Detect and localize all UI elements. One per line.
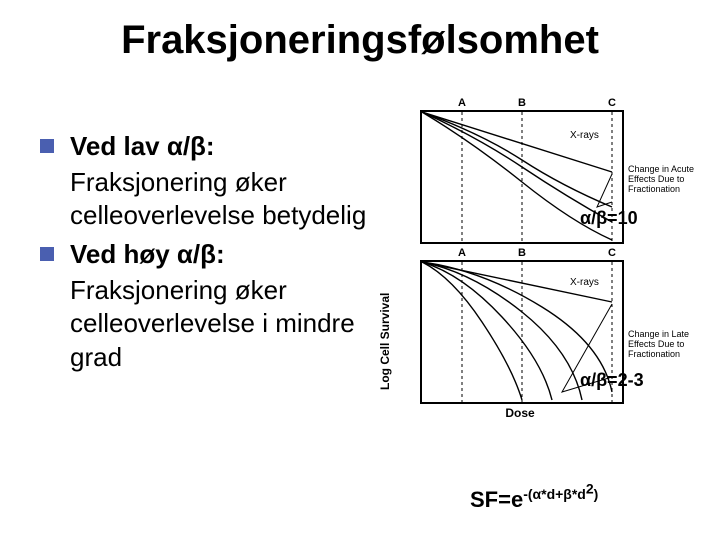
bullet-item: Ved høy α/β: — [40, 238, 380, 272]
x-axis-label: Dose — [505, 406, 534, 420]
xrays-label: X-rays — [570, 130, 599, 141]
bullet-lead: Ved lav α/β: — [70, 130, 215, 164]
side-annotation-bottom: Change in Late Effects Due to Fractionat… — [628, 330, 698, 360]
tick-b: B — [518, 97, 526, 109]
tick-c: C — [608, 247, 616, 259]
alpha-beta-annot-bottom: α/β=2-3 — [580, 370, 644, 391]
tick-a: A — [458, 97, 466, 109]
survival-chart: Log Cell Survival A B C X-rays Change in… — [400, 110, 700, 450]
tick-c: C — [608, 97, 616, 109]
xrays-label: X-rays — [570, 277, 599, 288]
side-annotation-top: Change in Acute Effects Due to Fractiona… — [628, 165, 698, 195]
formula-sup2: 2 — [586, 480, 594, 496]
bullet-lead: Ved høy α/β: — [70, 238, 225, 272]
tick-a: A — [458, 247, 466, 259]
bullet-body: Fraksjonering øker celleoverlevelse i mi… — [70, 274, 380, 374]
sf-formula: SF=e-(α*d+β*d2) — [470, 480, 598, 513]
alpha-beta-annot-top: α/β=10 — [580, 208, 638, 229]
slide-title: Fraksjoneringsfølsomhet — [0, 18, 720, 63]
y-axis-label: Log Cell Survival — [378, 293, 392, 390]
tick-b: B — [518, 247, 526, 259]
bullet-item: Ved lav α/β: — [40, 130, 380, 164]
bullet-marker-icon — [40, 139, 54, 153]
bullet-body: Fraksjonering øker celleoverlevelse bety… — [70, 166, 380, 233]
formula-close: ) — [594, 486, 599, 502]
bullet-marker-icon — [40, 247, 54, 261]
formula-exp: -(α*d+β*d — [523, 486, 586, 502]
formula-prefix: SF=e — [470, 487, 523, 512]
bullet-list: Ved lav α/β: Fraksjonering øker celleove… — [40, 130, 380, 380]
